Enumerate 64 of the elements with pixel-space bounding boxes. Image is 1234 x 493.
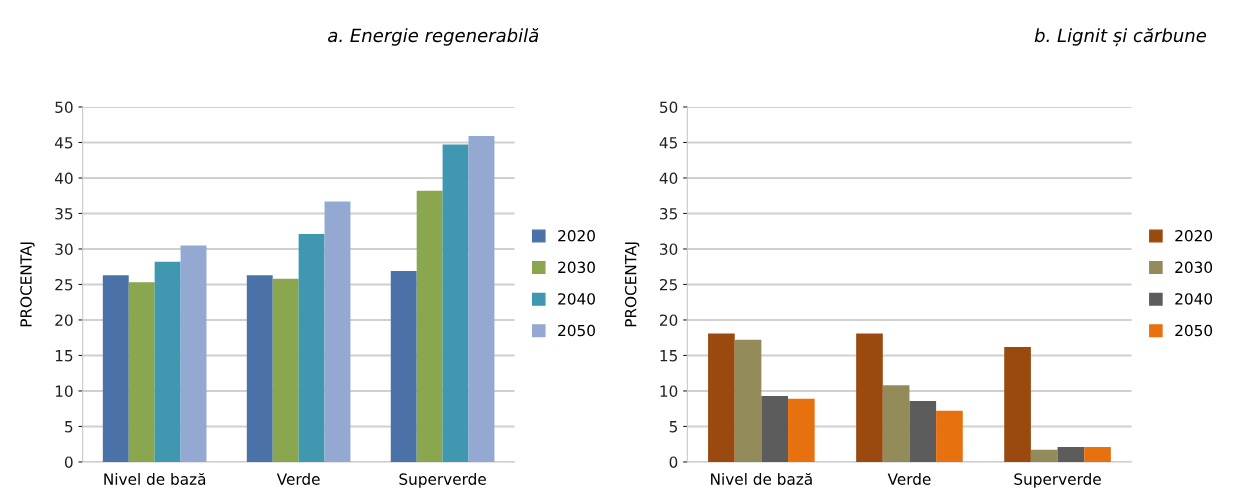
bar [909,400,937,462]
y-tick-label: 40 [54,172,73,184]
y-axis-title: PROCENTAJ [20,242,35,327]
y-tick-label: 10 [55,385,73,397]
bar [272,278,299,462]
y-tick-label: 35 [660,207,677,220]
y-tick-label: 15 [55,350,73,362]
bar [856,333,883,462]
bar [761,395,789,462]
legend-label: 2050 [558,324,595,337]
bar [298,234,325,462]
x-tick-label: Verde [276,473,320,485]
y-axis-title: PROCENTAJ [624,242,640,327]
bar [180,245,207,462]
y-tick-label: 20 [55,314,73,326]
bar [936,410,963,462]
y-tick-label: 35 [55,207,73,220]
y-tick-label: 10 [660,385,678,397]
y-tick-label: 0 [669,456,678,468]
bar [324,201,351,462]
x-tick-label: Nivel de bază [104,472,206,485]
legend-label: 2040 [1175,293,1213,305]
bar [734,339,762,462]
x-tick-label: Nivel de bază [711,472,812,485]
x-tick-label: Verde [887,473,931,485]
bar [154,261,181,462]
y-tick-label: 5 [669,421,677,433]
y-tick-label: 45 [659,137,677,149]
legend-label: 2030 [558,261,595,274]
chart-title: a. Energie regenerabilă [328,28,539,46]
y-tick-label: 25 [55,278,73,291]
bar [416,190,443,462]
bar [882,385,910,462]
y-tick-label: 15 [660,350,677,362]
bar [1057,447,1085,462]
x-tick-label: Superverde [1014,473,1101,488]
legend-label: 2030 [1175,261,1213,274]
bar [468,136,495,462]
y-tick-label: 20 [659,314,678,326]
bar [1030,449,1058,462]
y-tick-label: 30 [55,243,73,255]
y-tick-label: 50 [55,101,73,113]
bar [246,275,273,462]
bar [102,275,129,462]
y-tick-label: 45 [54,137,73,149]
legend-label: 2020 [558,229,595,242]
y-tick-label: 50 [660,101,678,113]
legend-label: 2050 [1175,324,1213,337]
y-tick-label: 25 [659,278,677,291]
legend-label: 2040 [558,293,595,305]
bar [128,282,155,462]
bar [390,270,417,462]
y-tick-label: 5 [65,421,73,433]
bar [1004,346,1031,462]
y-tick-label: 0 [64,456,73,468]
bar [788,398,815,462]
chart-title: b. Lignit și cărbune [1034,28,1207,47]
bar [1084,447,1111,462]
y-tick-label: 30 [660,243,678,255]
x-tick-label: Superverde [399,473,486,488]
bar [708,333,735,462]
y-tick-label: 40 [659,172,678,184]
legend-label: 2020 [1175,229,1213,242]
bar [442,144,469,462]
